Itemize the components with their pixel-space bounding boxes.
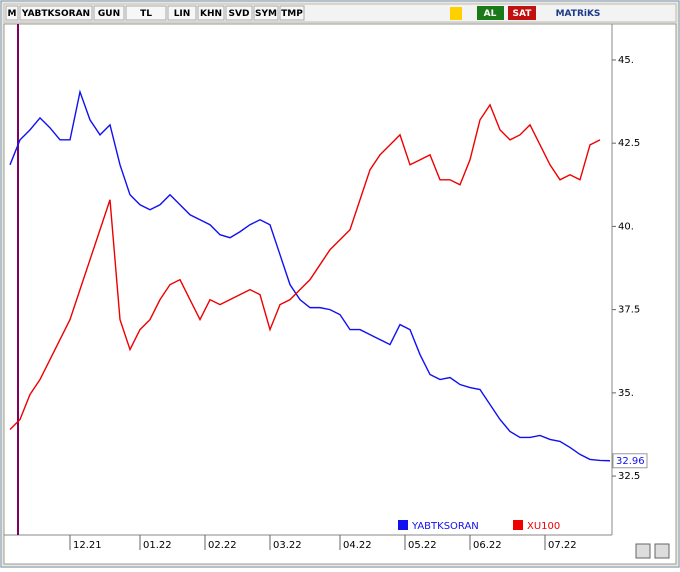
toolbar-button[interactable] (225, 5, 253, 21)
scroll-button[interactable] (635, 543, 651, 559)
x-tick-label: 02.22 (208, 540, 237, 551)
toolbar-button[interactable] (19, 5, 93, 21)
last-value-label: 32.96 (616, 456, 645, 467)
x-tick-label: 03.22 (273, 540, 302, 551)
x-tick-label: 06.22 (473, 540, 502, 551)
y-tick-label: 42.5 (618, 138, 640, 149)
toolbar-items: M YABTKSORAN GUN TL LIN KHN SVD SYM TMP (5, 5, 305, 21)
toolbar-button[interactable] (5, 5, 19, 21)
legend-swatch (398, 520, 408, 530)
legend-label: XU100 (527, 521, 560, 532)
buy-label[interactable]: AL (484, 9, 497, 19)
series-line (9, 103, 601, 430)
toolbar-button[interactable] (197, 5, 225, 21)
x-tick-label: 04.22 (343, 540, 372, 551)
y-tick-label: 37.5 (618, 305, 640, 316)
toolbar-label: SVD (229, 9, 250, 19)
zoom-button[interactable] (654, 543, 670, 559)
y-tick-label: 35. (618, 388, 634, 399)
x-tick-label: 01.22 (143, 540, 172, 551)
toolbar-label: YABTKSORAN (21, 9, 90, 19)
legend-swatch (513, 520, 523, 530)
last-value-box (612, 453, 648, 469)
toolbar-button[interactable] (253, 5, 279, 21)
chart-area (3, 23, 677, 565)
toolbar-label: LIN (174, 9, 191, 19)
legend-label: YABTKSORAN (411, 521, 479, 532)
x-tick-label: 05.22 (408, 540, 437, 551)
toolbar-button[interactable] (167, 5, 197, 21)
sell-button[interactable] (508, 6, 536, 20)
flash-icon[interactable] (450, 7, 462, 20)
y-tick-label: 45. (618, 55, 634, 66)
brand: MATRiKS (556, 9, 601, 19)
toolbar-label: M (8, 9, 17, 19)
toolbar-label: TMP (281, 9, 303, 19)
toolbar-label: SYM (255, 9, 277, 19)
x-tick-label: 12.21 (73, 540, 102, 551)
toolbar-label: GUN (98, 9, 120, 19)
sell-label[interactable]: SAT (513, 9, 533, 19)
toolbar-button[interactable] (125, 5, 167, 21)
toolbar-label: TL (140, 9, 152, 19)
toolbar-button[interactable] (93, 5, 125, 21)
series-line (9, 89, 611, 462)
x-tick-label: 07.22 (548, 540, 577, 551)
y-tick-label: 40. (618, 221, 634, 232)
plot (9, 89, 611, 462)
toolbar-label: KHN (200, 9, 222, 19)
toolbar-button[interactable] (279, 5, 305, 21)
buy-button[interactable] (477, 6, 504, 20)
y-tick-label: 32.5 (618, 471, 640, 482)
